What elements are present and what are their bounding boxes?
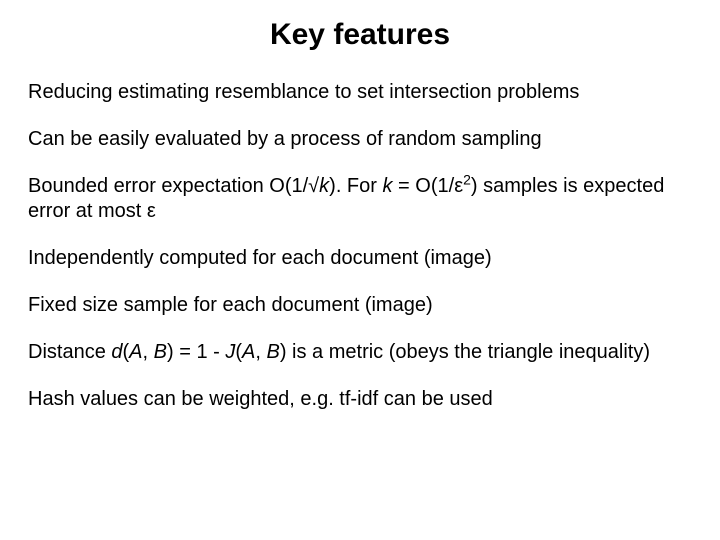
- bullet-3: Bounded error expectation O(1/√k). For k…: [28, 174, 692, 224]
- bullet-5: Fixed size sample for each document (ima…: [28, 293, 692, 318]
- bullet-4: Independently computed for each document…: [28, 246, 692, 271]
- slide-body: Reducing estimating resemblance to set i…: [28, 80, 692, 412]
- bullet-1: Reducing estimating resemblance to set i…: [28, 80, 692, 105]
- bullet-6: Distance d(A, B) = 1 - J(A, B) is a metr…: [28, 340, 692, 365]
- bullet-7: Hash values can be weighted, e.g. tf-idf…: [28, 387, 692, 412]
- slide: Key features Reducing estimating resembl…: [0, 0, 720, 540]
- bullet-2: Can be easily evaluated by a process of …: [28, 127, 692, 152]
- slide-title: Key features: [28, 18, 692, 52]
